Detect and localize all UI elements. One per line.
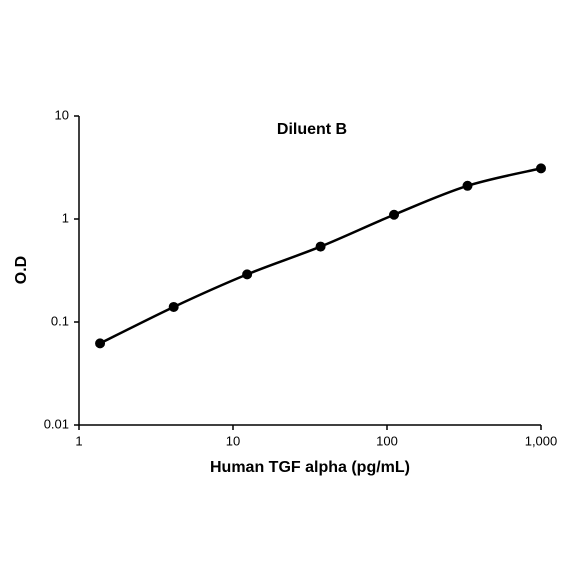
chart-title: Diluent B [277,121,347,138]
point [462,180,473,191]
y-tick-label: 10 [55,107,69,122]
point [315,241,326,252]
x-tick-label: 100 [376,433,398,448]
y-tick-label: 1 [62,210,69,225]
point [242,269,253,280]
point [168,301,179,312]
point [389,209,400,220]
point [95,338,106,349]
x-axis-label: Human TGF alpha (pg/mL) [210,459,410,476]
x-tick-label: 10 [226,433,240,448]
y-tick-label: 0.01 [44,416,69,431]
point [536,163,546,174]
x-tick-label: 1,000 [525,433,558,448]
y-axis-label: O.D [13,256,30,284]
y-tick-label: 0.1 [51,313,69,328]
x-tick-label: 1 [75,433,82,448]
